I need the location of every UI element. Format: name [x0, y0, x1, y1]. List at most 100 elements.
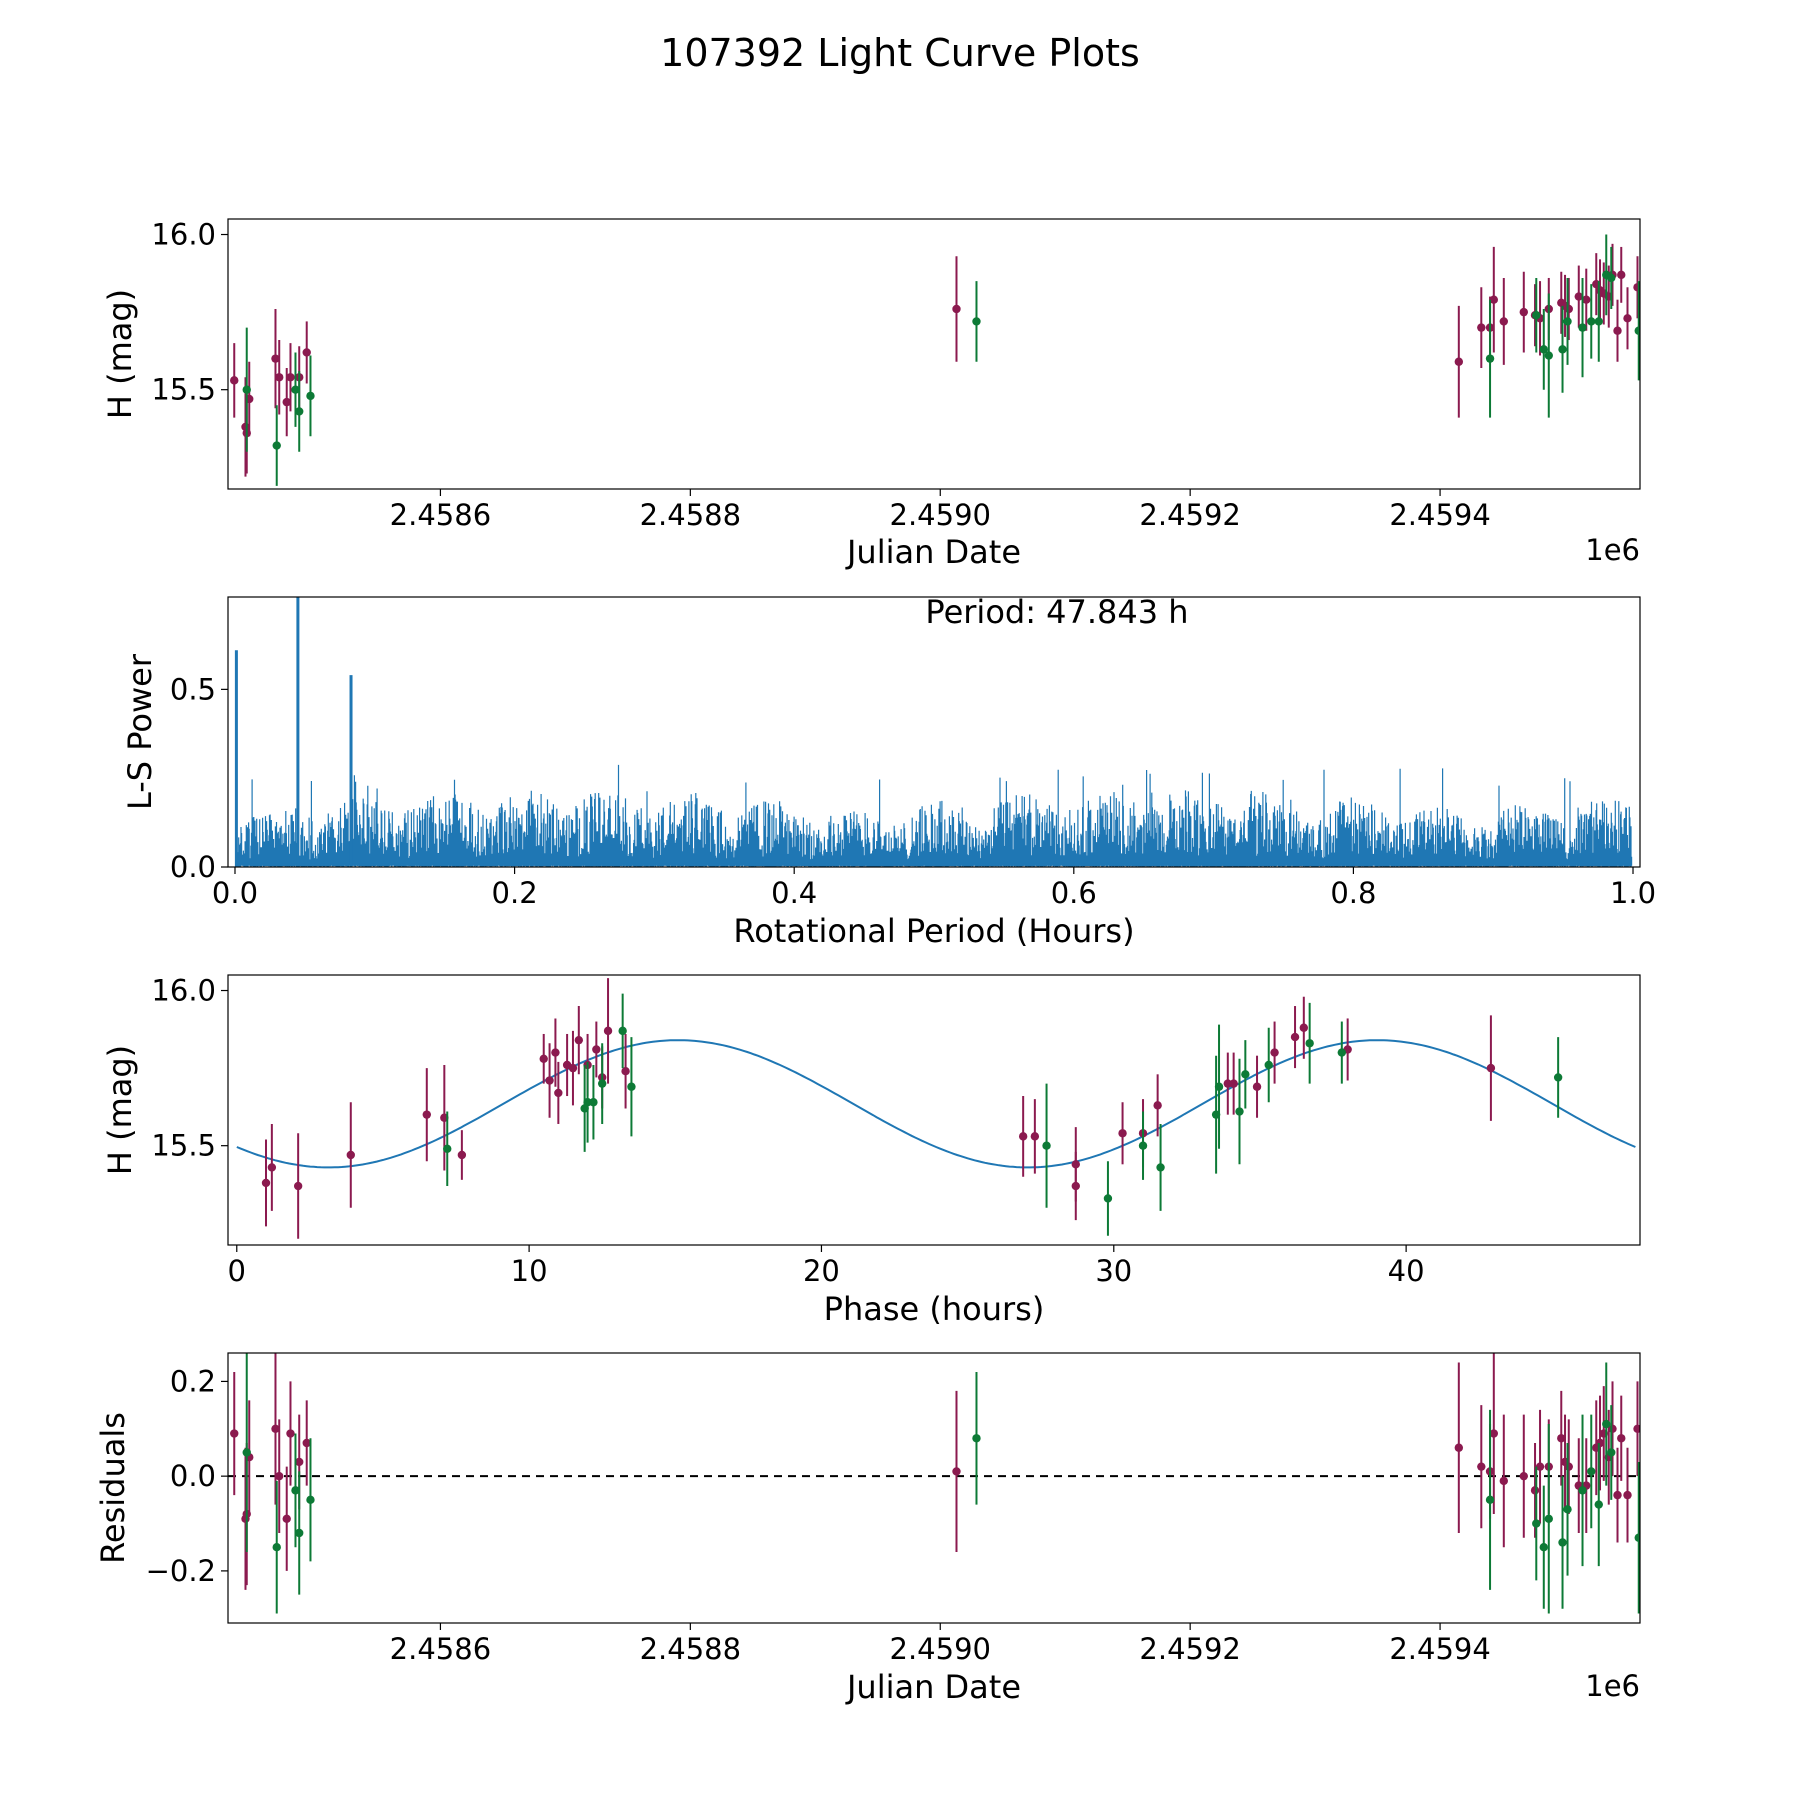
phased-point-filter-2: [1042, 1141, 1051, 1150]
residuals-xtick-label: 2.4594: [1389, 1632, 1490, 1666]
lightcurve-marks: [230, 234, 1640, 486]
residuals-xlabel: Julian Date: [845, 1668, 1021, 1706]
lightcurve-point-filter-1: [1477, 323, 1486, 332]
phased-point-filter-1: [346, 1150, 355, 1160]
residuals-ylabel: Residuals: [94, 1412, 132, 1564]
residuals-point-filter-2: [1578, 1486, 1587, 1495]
lightcurve-xtick-label: 2.4594: [1389, 498, 1490, 532]
phased-point-filter-1: [1229, 1079, 1238, 1088]
lightcurve-point-filter-2: [1594, 317, 1603, 326]
phased-point-filter-2: [589, 1098, 598, 1107]
lightcurve-point-filter-2: [1578, 323, 1587, 332]
residuals-point-filter-1: [282, 1514, 291, 1523]
lightcurve-point-filter-1: [282, 397, 291, 407]
phased-point-filter-1: [293, 1181, 303, 1191]
periodogram-xtick-label: 0.6: [1051, 876, 1097, 910]
lightcurve-point-filter-2: [272, 441, 281, 450]
residuals-point-filter-2: [1607, 1448, 1616, 1457]
phased-point-filter-1: [545, 1076, 554, 1085]
periodogram-xtick-label: 0.2: [492, 876, 538, 910]
phased-xtick-label: 40: [1388, 1254, 1425, 1288]
phased-point-filter-2: [618, 1026, 627, 1036]
periodogram-ticks: 0.0 0.2 0.4 0.6 0.8 1.0 0.0 0.5: [170, 672, 1656, 910]
phased-point-filter-1: [261, 1178, 271, 1188]
residuals-point-filter-1: [275, 1471, 284, 1481]
phased-point-filter-2: [1235, 1107, 1244, 1116]
residuals-point-filter-2: [1634, 1533, 1640, 1542]
lightcurve-point-filter-2: [1558, 345, 1567, 354]
lightcurve-point-filter-2: [1485, 354, 1495, 363]
periodogram-power-spectrum: [235, 764, 1633, 867]
lightcurve-point-filter-1: [952, 304, 961, 314]
periodogram-ylabel: L-S Power: [121, 653, 159, 810]
residuals-plot-area: [228, 1353, 1640, 1614]
lightcurve-point-filter-1: [275, 373, 284, 382]
lightcurve-point-filter-2: [1634, 326, 1640, 335]
residuals-point-filter-1: [1530, 1486, 1540, 1495]
lightcurve-point-filter-2: [291, 385, 300, 394]
phased-point-filter-1: [1252, 1082, 1262, 1091]
residuals-point-filter-1: [1499, 1476, 1508, 1486]
phased-point-filter-1: [574, 1035, 584, 1045]
phased-point-filter-1: [1071, 1181, 1080, 1191]
residuals-point-filter-2: [1544, 1514, 1553, 1523]
lightcurve-ytick-label: 15.5: [151, 373, 216, 407]
lightcurve-point-filter-1: [1564, 304, 1573, 314]
residuals-offset-label: 1e6: [1585, 1669, 1640, 1703]
phased-point-filter-1: [592, 1045, 601, 1054]
phased-point-filter-1: [1486, 1063, 1496, 1073]
lightcurve-point-filter-1: [1499, 317, 1508, 326]
period-annotation: Period: 47.843 h: [925, 593, 1188, 631]
periodogram-xtick-label: 0.8: [1330, 876, 1376, 910]
residuals-point-filter-1: [1564, 1462, 1573, 1471]
phased-panel: 0 10 20 30 40 15.5 16.0 Phase (hours) H (mag): [101, 974, 1641, 1328]
lightcurve-frame: [227, 218, 1641, 490]
lightcurve-ticks: 2.4586 2.4588 2.4590 2.4592 2.4594 15.5 16.0: [151, 218, 1490, 532]
lightcurve-point-filter-2: [972, 317, 981, 326]
periodogram-xlabel: Rotational Period (Hours): [733, 912, 1134, 950]
lightcurve-point-filter-1: [1613, 326, 1622, 335]
phased-frame: [227, 974, 1641, 1246]
lightcurve-point-filter-1: [1617, 270, 1626, 280]
periodogram-xtick-label: 0.0: [212, 876, 258, 910]
residuals-ytick-label: 0.0: [170, 1459, 216, 1493]
residuals-point-filter-1: [1454, 1443, 1464, 1452]
phased-xtick-label: 20: [803, 1254, 840, 1288]
residuals-point-filter-1: [230, 1429, 239, 1438]
lightcurve-point-filter-1: [230, 376, 239, 385]
lightcurve-xtick-label: 2.4588: [640, 498, 741, 532]
residuals-point-filter-2: [242, 1448, 251, 1457]
phased-point-filter-2: [1337, 1048, 1347, 1057]
residuals-point-filter-2: [1594, 1500, 1603, 1509]
lightcurve-point-filter-2: [242, 385, 251, 394]
phased-point-filter-1: [1270, 1048, 1279, 1057]
residuals-point-filter-2: [1532, 1519, 1541, 1528]
residuals-point-filter-1: [952, 1467, 961, 1476]
residuals-point-filter-2: [1587, 1467, 1596, 1476]
phased-marks: [236, 978, 1636, 1239]
phased-point-filter-2: [627, 1082, 636, 1091]
phased-point-filter-1: [554, 1088, 563, 1098]
residuals-point-filter-2: [1563, 1505, 1572, 1514]
lightcurve-point-filter-1: [1519, 307, 1528, 317]
phased-xtick-label: 30: [1095, 1254, 1132, 1288]
phased-point-filter-2: [1305, 1039, 1314, 1048]
lightcurve-point-filter-1: [302, 348, 311, 357]
residuals-ytick-label: 0.2: [170, 1364, 216, 1398]
residuals-xtick-label: 2.4586: [390, 1632, 491, 1666]
phased-point-filter-1: [1299, 1023, 1309, 1032]
periodogram-xtick-label: 0.4: [771, 876, 817, 910]
phased-xtick-label: 0: [228, 1254, 246, 1288]
residuals-point-filter-1: [1557, 1434, 1566, 1443]
residuals-point-filter-1: [271, 1424, 280, 1433]
lightcurve-point-filter-2: [1607, 273, 1616, 283]
residuals-point-filter-1: [1477, 1462, 1486, 1471]
phased-ytick-label: 15.5: [151, 1129, 216, 1163]
residuals-point-filter-2: [972, 1434, 981, 1443]
phased-point-filter-1: [551, 1048, 560, 1057]
residuals-xtick-label: 2.4588: [640, 1632, 741, 1666]
lightcurve-point-filter-1: [286, 373, 295, 382]
phased-point-filter-1: [1118, 1129, 1127, 1138]
phased-point-filter-2: [1241, 1070, 1250, 1079]
